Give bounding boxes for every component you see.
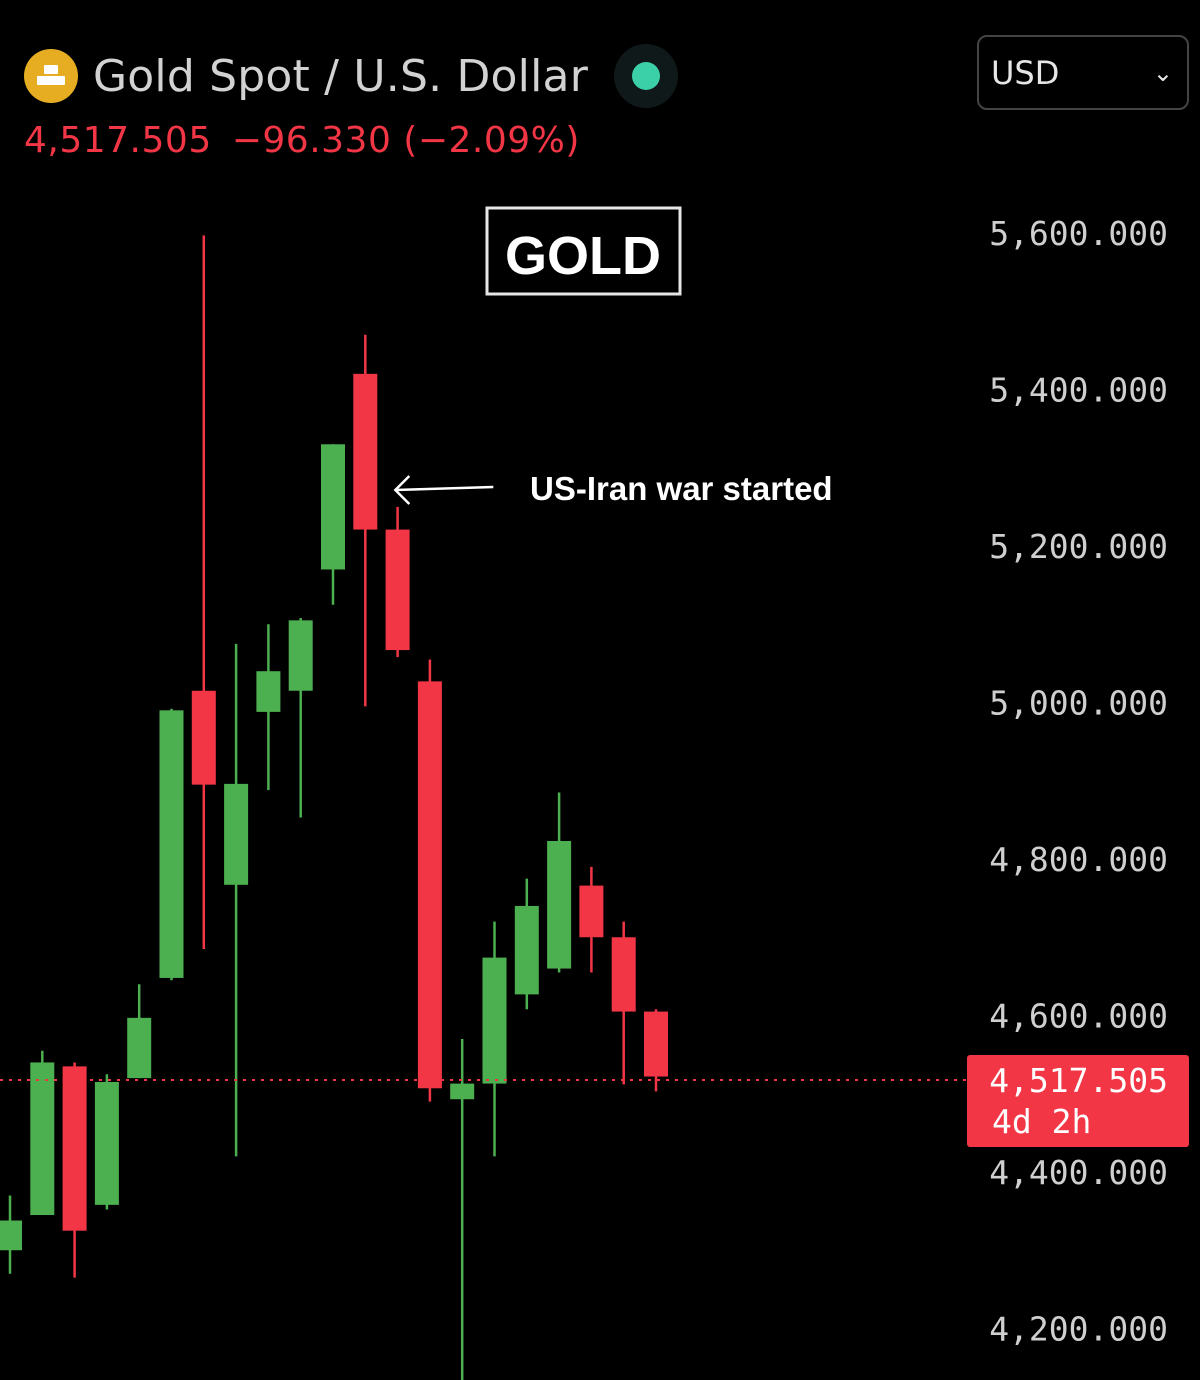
candle-body [385, 529, 410, 651]
candle-body [579, 885, 604, 938]
candle-body [644, 1011, 668, 1077]
candle-body [159, 710, 184, 978]
last-price: 4,517.505 [24, 120, 212, 161]
candle-up[interactable] [514, 878, 539, 1010]
price-change: −96.330 (−2.09%) [231, 120, 580, 161]
y-tick-label: 5,000.000 [989, 684, 1168, 723]
currency-select[interactable]: USD ⌄ [977, 35, 1189, 110]
annotation-arrow-head [393, 475, 411, 505]
current-price-label: 4,517.505 [989, 1061, 1168, 1100]
chart-title: GOLD [505, 226, 661, 286]
candle-body [611, 937, 636, 1012]
candle-up[interactable] [288, 617, 313, 818]
candle-body [94, 1082, 119, 1205]
candle-body [353, 373, 378, 530]
candle-down[interactable] [385, 506, 410, 658]
price-quote: 4,517.505 −96.330 (−2.09%) [24, 120, 580, 161]
y-tick-label: 5,200.000 [989, 527, 1168, 566]
annotation-text: US-Iran war started [530, 470, 833, 507]
candle-body [482, 957, 507, 1084]
candle-body [321, 444, 345, 570]
candle-body [450, 1083, 475, 1100]
gold-bars-icon [24, 49, 78, 103]
y-tick-label: 4,600.000 [989, 997, 1168, 1036]
candle-up[interactable] [127, 984, 152, 1079]
chevron-down-icon: ⌄ [1152, 58, 1173, 87]
chart-title-box [485, 206, 682, 296]
candle-down[interactable] [417, 659, 442, 1102]
candle-down[interactable] [191, 235, 216, 949]
y-tick-label: 4,200.000 [989, 1310, 1168, 1349]
annotation-arrow-shaft [395, 485, 494, 492]
candle-up[interactable] [482, 921, 507, 1157]
live-status-dot-icon [613, 44, 678, 108]
candle-body [417, 681, 442, 1089]
candle-down[interactable] [353, 334, 378, 707]
y-tick-label: 5,600.000 [989, 214, 1168, 253]
candle-down[interactable] [579, 866, 604, 973]
candle-up[interactable] [256, 624, 281, 791]
candle-body [0, 1220, 22, 1251]
candle-up[interactable] [547, 792, 572, 973]
y-tick-label: 4,400.000 [989, 1153, 1168, 1192]
y-tick-label: 5,400.000 [989, 371, 1168, 410]
candle-up[interactable] [450, 1038, 475, 1380]
candle-down[interactable] [62, 1062, 87, 1278]
candle-up[interactable] [159, 708, 184, 981]
candle-body [256, 671, 281, 712]
bar-countdown-label: 4d 2h [992, 1102, 1091, 1141]
y-tick-label: 4,800.000 [989, 840, 1168, 879]
symbol-title[interactable]: Gold Spot / U.S. Dollar [93, 50, 588, 102]
currency-value: USD [991, 53, 1060, 92]
candle-down[interactable] [644, 1009, 668, 1092]
candle-up[interactable] [0, 1195, 22, 1274]
candle-body [514, 905, 539, 995]
candle-body [127, 1017, 152, 1079]
candle-body [288, 620, 313, 691]
candle-up[interactable] [224, 643, 249, 1157]
candle-up[interactable] [321, 444, 345, 605]
candle-up[interactable] [94, 1074, 119, 1210]
candle-up[interactable] [30, 1050, 55, 1216]
candle-body [62, 1066, 87, 1231]
candle-body [224, 783, 249, 885]
current-price-tag [967, 1055, 1189, 1148]
candle-down[interactable] [611, 921, 636, 1085]
candle-body [30, 1062, 55, 1216]
candle-body [191, 690, 216, 785]
chart-header: Gold Spot / U.S. Dollar [24, 44, 678, 108]
candle-body [547, 841, 572, 969]
